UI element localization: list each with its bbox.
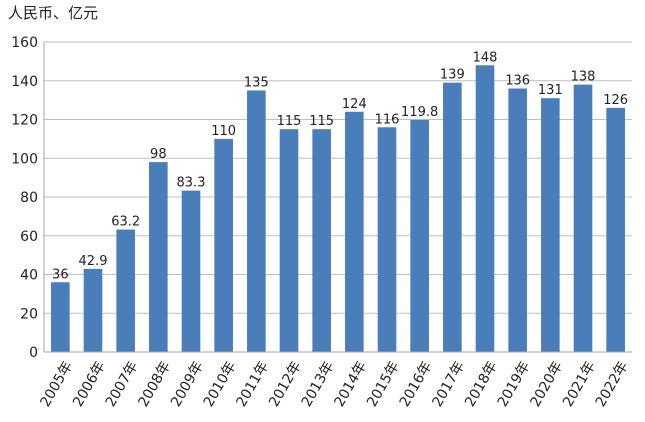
bar-value-label: 139 — [440, 68, 465, 83]
bar-value-label: 148 — [473, 50, 498, 65]
y-tick-label: 120 — [11, 113, 38, 129]
bar-value-label: 131 — [538, 83, 563, 98]
bar — [51, 282, 70, 352]
bar-value-label: 42.9 — [79, 254, 108, 269]
bar-value-label: 136 — [505, 74, 530, 89]
y-tick-label: 20 — [20, 306, 38, 322]
bar-value-label: 63.2 — [111, 215, 140, 230]
bar — [475, 65, 495, 352]
bar — [247, 90, 266, 352]
bar — [541, 98, 560, 352]
y-tick-label: 0 — [29, 345, 38, 361]
bar — [116, 229, 135, 352]
bar-value-label: 119.8 — [401, 105, 438, 120]
bar-value-label: 135 — [244, 75, 269, 90]
bar — [573, 84, 593, 352]
bar-value-label: 98 — [150, 147, 167, 162]
y-tick-label: 100 — [11, 151, 38, 167]
bar-value-label: 126 — [603, 93, 628, 108]
y-tick-label: 160 — [11, 35, 38, 51]
bar-value-label: 83.3 — [177, 176, 206, 191]
bar — [312, 129, 331, 352]
y-tick-label: 80 — [20, 190, 38, 206]
bar — [410, 119, 429, 352]
bar-value-label: 115 — [277, 114, 302, 129]
bar — [377, 127, 397, 352]
y-tick-label: 60 — [20, 229, 38, 245]
bars — [51, 65, 625, 352]
y-tick-label: 40 — [20, 268, 38, 284]
bar-value-label: 115 — [309, 114, 334, 129]
bar — [508, 88, 527, 352]
value-labels: 36 42.9 63.2 98 83.3 110 135 115 115 124 116 119.8 1… — [52, 50, 628, 282]
bar — [83, 268, 103, 352]
bar — [181, 190, 201, 352]
bar — [606, 107, 625, 352]
bar — [149, 162, 168, 352]
y-axis: 0 20 40 60 80 100 120 140 160 — [11, 35, 45, 361]
bar — [214, 138, 233, 352]
bar — [345, 111, 364, 352]
y-tick-label: 140 — [11, 74, 38, 90]
bar — [443, 82, 462, 352]
x-tick-label: 2022年 — [593, 359, 632, 410]
bar-value-label: 36 — [52, 267, 69, 282]
bar-value-label: 124 — [342, 97, 367, 112]
unit-label: 人民币、亿元 — [8, 4, 99, 22]
bar — [279, 129, 299, 352]
bar-value-label: 110 — [211, 124, 236, 139]
x-axis: 2005年2006年2007年2008年2009年2010年2011年2012年… — [37, 351, 632, 410]
bar-value-label: 138 — [571, 70, 596, 85]
bar-value-label: 116 — [375, 112, 400, 127]
